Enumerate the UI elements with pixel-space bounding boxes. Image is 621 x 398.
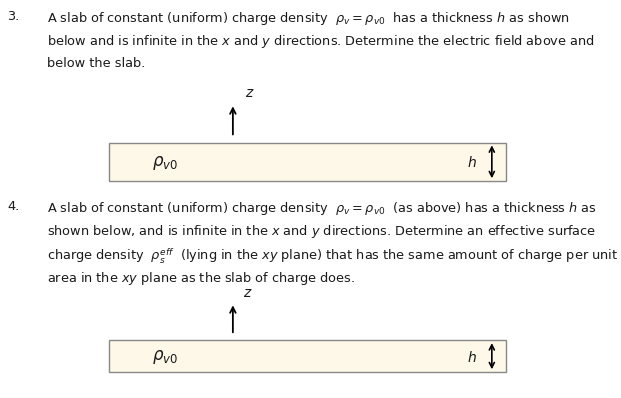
- Text: below the slab.: below the slab.: [47, 57, 145, 70]
- Text: $z$: $z$: [245, 86, 255, 100]
- Text: A slab of constant (uniform) charge density  $\rho_v = \rho_{v0}$  (as above) ha: A slab of constant (uniform) charge dens…: [47, 200, 597, 217]
- Text: $h$: $h$: [467, 349, 477, 365]
- Text: below and is infinite in the $x$ and $y$ directions. Determine the electric fiel: below and is infinite in the $x$ and $y$…: [47, 33, 594, 50]
- Text: $z$: $z$: [243, 286, 253, 300]
- Text: A slab of constant (uniform) charge density  $\rho_v = \rho_{v0}$  has a thickne: A slab of constant (uniform) charge dens…: [47, 10, 569, 27]
- Bar: [109, 143, 506, 181]
- Text: $h$: $h$: [467, 155, 477, 170]
- Text: 4.: 4.: [7, 200, 20, 213]
- Text: $\rho_{v0}$: $\rho_{v0}$: [152, 348, 178, 366]
- Text: 3.: 3.: [7, 10, 20, 23]
- Text: charge density  $\rho_s^{eff}$  (lying in the $xy$ plane) that has the same amou: charge density $\rho_s^{eff}$ (lying in …: [47, 246, 618, 266]
- Text: $\rho_{v0}$: $\rho_{v0}$: [152, 154, 178, 172]
- Bar: [109, 340, 506, 372]
- Text: area in the $xy$ plane as the slab of charge does.: area in the $xy$ plane as the slab of ch…: [47, 270, 355, 287]
- Text: shown below, and is infinite in the $x$ and $y$ directions. Determine an effecti: shown below, and is infinite in the $x$ …: [47, 223, 596, 240]
